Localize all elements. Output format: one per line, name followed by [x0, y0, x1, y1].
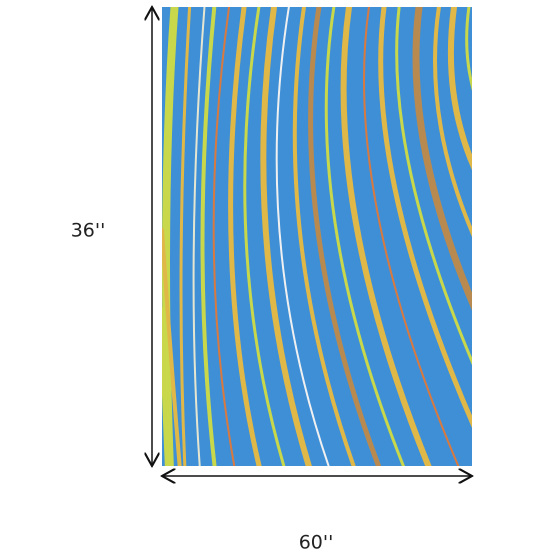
rug	[162, 7, 472, 466]
width-label: 60''	[299, 532, 334, 550]
rug-stripes	[162, 7, 472, 466]
height-label: 36''	[71, 220, 106, 242]
